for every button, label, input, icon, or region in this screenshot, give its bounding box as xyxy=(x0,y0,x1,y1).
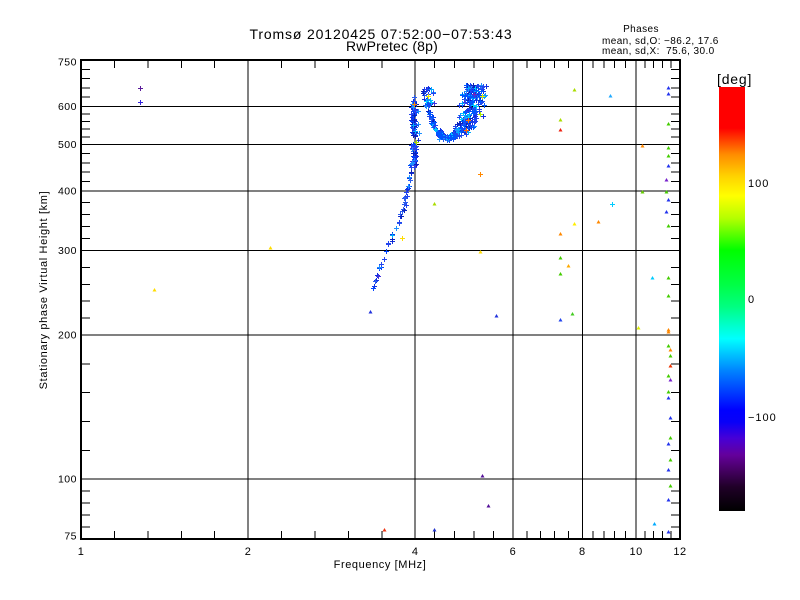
svg-text:2: 2 xyxy=(245,546,252,558)
svg-text:10: 10 xyxy=(629,546,642,558)
svg-text:0: 0 xyxy=(748,294,755,306)
svg-text:200: 200 xyxy=(58,330,77,342)
svg-text:RwPretec (8p): RwPretec (8p) xyxy=(346,38,438,54)
svg-text:Frequency [MHz]: Frequency [MHz] xyxy=(334,559,427,571)
svg-text:Stationary phase Virtual Heigh: Stationary phase Virtual Height [km] xyxy=(38,191,50,390)
svg-text:8: 8 xyxy=(579,546,586,558)
svg-text:6: 6 xyxy=(510,546,517,558)
svg-text:75: 75 xyxy=(64,531,77,543)
svg-text:600: 600 xyxy=(58,101,77,113)
svg-text:12: 12 xyxy=(673,546,686,558)
svg-text:400: 400 xyxy=(58,185,77,197)
svg-text:−100: −100 xyxy=(748,412,777,424)
svg-text:100: 100 xyxy=(58,474,77,486)
svg-text:4: 4 xyxy=(412,546,419,558)
svg-text:mean, sd,X: 75.6, 30.0: mean, sd,X: 75.6, 30.0 xyxy=(602,46,715,57)
svg-text:Tromsø 20120425 07:52:00−07:53: Tromsø 20120425 07:52:00−07:53:43 xyxy=(250,26,513,42)
svg-text:mean, sd,O: −86.2, 17.6: mean, sd,O: −86.2, 17.6 xyxy=(602,36,719,47)
svg-text:500: 500 xyxy=(58,139,77,151)
svg-text:300: 300 xyxy=(58,245,77,257)
svg-text:750: 750 xyxy=(58,57,77,69)
svg-text:[deg]: [deg] xyxy=(717,71,752,87)
svg-text:100: 100 xyxy=(748,178,769,190)
svg-text:1: 1 xyxy=(78,546,85,558)
svg-text:Phases: Phases xyxy=(623,24,659,35)
